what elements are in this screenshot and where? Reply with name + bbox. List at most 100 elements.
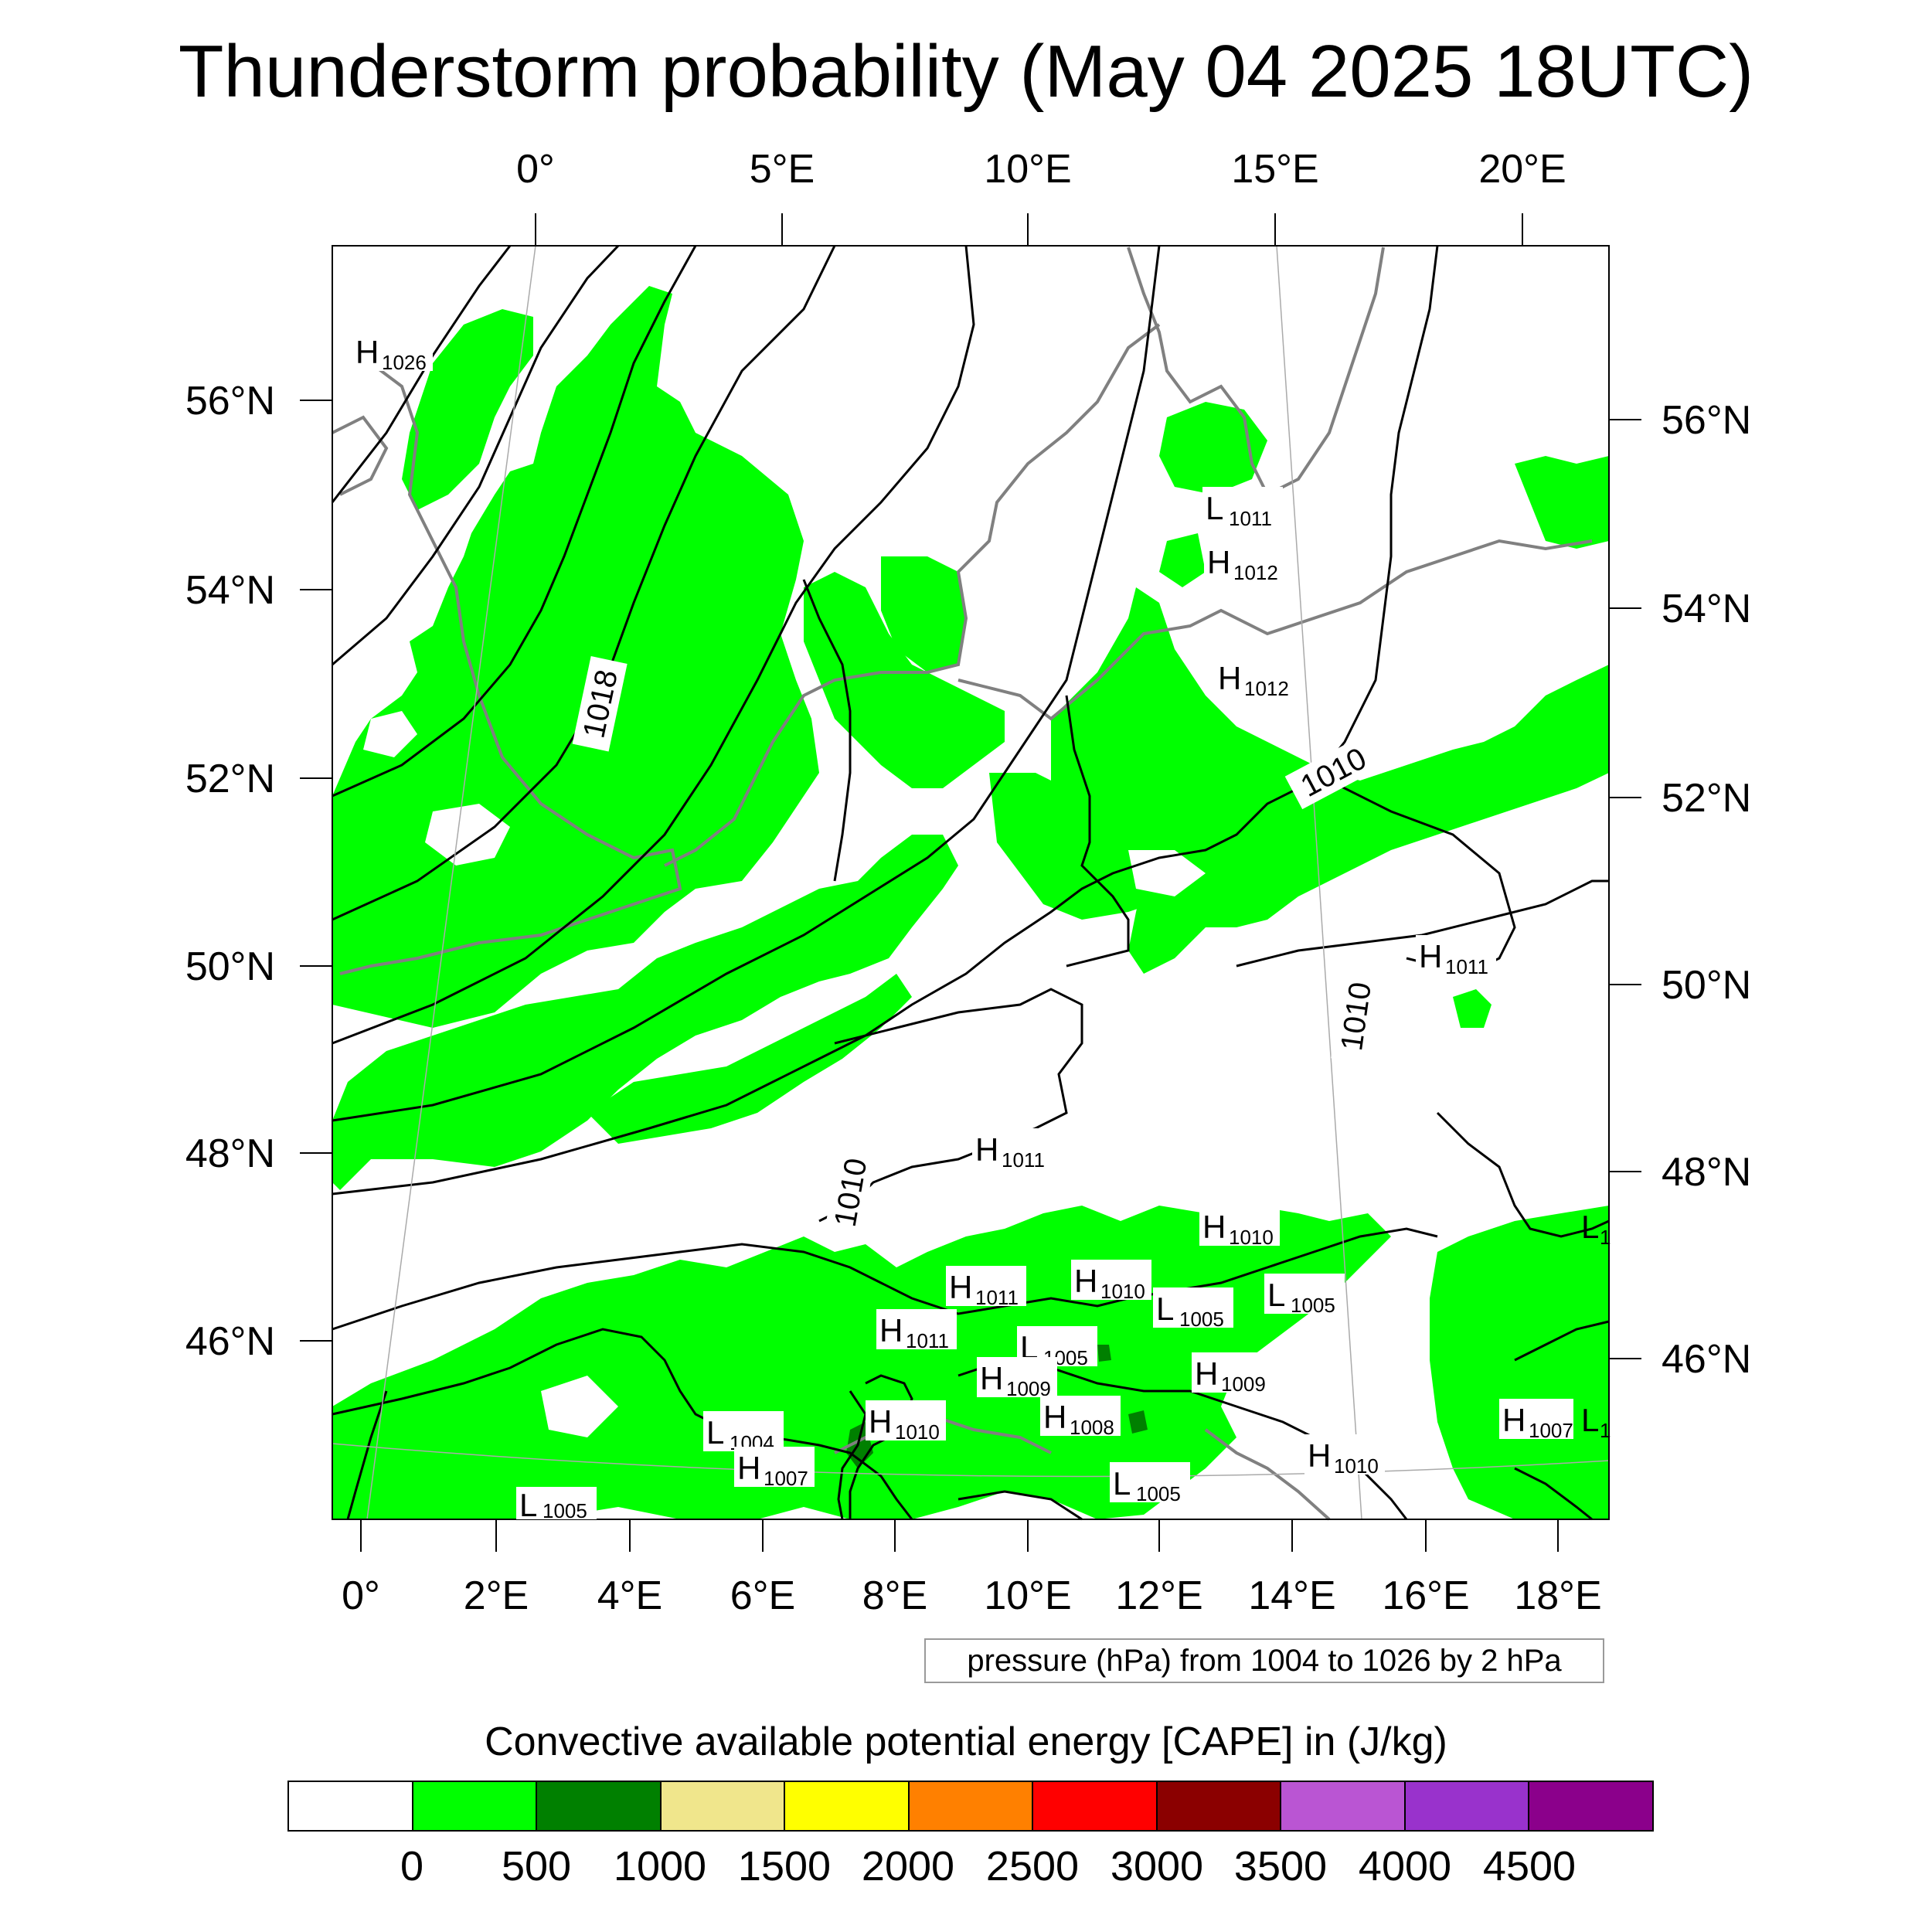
isobar-label-bg [1331, 969, 1380, 1063]
cape-hole-4 [541, 1376, 618, 1437]
cape-dark-spot-2 [1128, 1410, 1148, 1434]
pressure-center-bg [1110, 1462, 1190, 1502]
coast-britain [339, 362, 682, 975]
pressure-center-bg [703, 1411, 784, 1451]
meridian-0 [366, 245, 536, 1520]
legend-swatch [785, 1782, 910, 1830]
left-axis-label: 52°N [185, 757, 275, 801]
right-axis-label: 50°N [1662, 963, 1751, 1008]
pressure-center-value: 1005 [1136, 1482, 1181, 1505]
pressure-center: H 1008 [1040, 1396, 1121, 1439]
pressure-center-type: H [980, 1360, 1003, 1396]
isobar-9 [1065, 695, 1130, 968]
isobar-19 [957, 1490, 1083, 1521]
pressure-center-value: 1005 [1179, 1308, 1224, 1331]
pressure-center-bg [1192, 1352, 1272, 1393]
pressure-note: pressure (hPa) from 1004 to 1026 by 2 hP… [924, 1638, 1604, 1683]
left-axis-label: 46°N [185, 1319, 275, 1364]
bottom-axis-label: 2°E [464, 1573, 529, 1618]
pressure-center: L 1011 [1202, 487, 1283, 530]
pressure-center-type: H [1202, 1209, 1226, 1245]
isobar-label-bg [572, 656, 628, 752]
axis-ticks [300, 213, 1641, 1552]
pressure-center: H 1010 [1304, 1434, 1385, 1478]
pressure-center-value: 1011 [906, 1329, 949, 1352]
bottom-axis-label: 6°E [730, 1573, 795, 1618]
top-axis-label: 5°E [750, 147, 815, 192]
cape-region-france-north [587, 974, 912, 1144]
isobar-7 [332, 245, 1439, 1196]
bottom-axis-label: 16°E [1382, 1573, 1469, 1618]
pressure-center: H 1010 [1199, 1206, 1280, 1249]
pressure-center: H 1012 [1204, 541, 1284, 584]
pressure-center: H 1007 [734, 1447, 815, 1490]
isobar-4 [332, 245, 836, 921]
top-axis-label: 10°E [984, 147, 1071, 192]
pressure-center-value: 1010 [895, 1420, 940, 1444]
coast-ireland [332, 415, 389, 496]
pressure-center: H 1007 [1499, 1399, 1573, 1442]
legend-swatch [1529, 1782, 1653, 1830]
cape-region-balkans [1430, 1206, 1609, 1519]
isobar-21 [1514, 1467, 1593, 1521]
bottom-axis-label: 12°E [1115, 1573, 1202, 1618]
cape-region-isle [1159, 533, 1206, 587]
pressure-center-bg [516, 1487, 597, 1519]
right-axis-label: 52°N [1662, 776, 1751, 821]
pressure-center: H 1009 [977, 1357, 1057, 1400]
legend-swatch [909, 1782, 1034, 1830]
coastlines [332, 247, 1593, 1521]
coast-baltic-south [957, 539, 1593, 721]
right-axis-label: 54°N [1662, 587, 1751, 631]
right-axis-labels: 56°N 54°N 52°N 50°N 48°N 46°N [1662, 398, 1751, 1382]
legend-swatch [289, 1782, 413, 1830]
left-axis-label: 54°N [185, 568, 275, 613]
isobar-11 [818, 988, 1083, 1223]
legend-tick-label: 3500 [1233, 1843, 1328, 1889]
pressure-center-value: 1010 [1229, 1226, 1274, 1249]
legend-swatch [413, 1782, 538, 1830]
isobar-13 [1436, 1111, 1610, 1238]
pressure-center-value: 1007 [764, 1467, 808, 1490]
pressure-center-type: L [706, 1414, 724, 1451]
coast-adriatic [1204, 1428, 1331, 1521]
legend-swatch [1033, 1782, 1158, 1830]
pressure-center-type: L [1020, 1329, 1038, 1366]
pressure-center-bg [352, 331, 433, 371]
isobar-2 [332, 244, 620, 666]
pressure-center: L 1005 [1153, 1287, 1233, 1331]
pressure-center-bg [1071, 1260, 1151, 1300]
legend-tick-label: 2000 [861, 1843, 955, 1889]
isobar-15 [332, 1328, 913, 1520]
pressure-center-value: 1010 [1100, 1280, 1145, 1303]
pressure-center-value: 1008 [1070, 1416, 1114, 1439]
pressure-center-bg [1153, 1287, 1233, 1328]
top-axis-label: 15°E [1231, 147, 1318, 192]
pressure-center-type: H [1218, 660, 1241, 696]
pressure-center: H 1011 [1416, 935, 1496, 978]
bottom-axis-label: 14°E [1248, 1573, 1335, 1618]
bottom-axis-label: 0° [342, 1573, 380, 1618]
isobar-5 [332, 245, 975, 1045]
legend-tick-label: 4500 [1482, 1843, 1577, 1889]
coast-scandinavia [1127, 247, 1385, 497]
pressure-center-type: H [879, 1312, 903, 1349]
map-frame [332, 245, 1610, 1520]
pressure-center-value: 1009 [1221, 1372, 1266, 1396]
left-axis-label: 48°N [185, 1131, 275, 1176]
pressure-center-bg [946, 1266, 1026, 1306]
right-axis-label: 56°N [1662, 398, 1751, 443]
pressure-center-value: 1011 [1002, 1148, 1045, 1172]
isobar-3 [332, 245, 697, 798]
pressure-center-type: H [737, 1450, 760, 1486]
meridian-15 [1276, 245, 1362, 1520]
pressure-center-value: 1012 [1244, 677, 1289, 700]
pressure-center-bg [972, 1128, 1053, 1168]
pressure-center-type: L [1581, 1209, 1599, 1245]
legend-title: Convective available potential energy [C… [485, 1719, 1447, 1764]
pressure-center-bg [977, 1357, 1057, 1397]
bottom-axis-label: 18°E [1514, 1573, 1601, 1618]
legend-swatch [1157, 1782, 1282, 1830]
pressure-center: H 1012 [1215, 657, 1295, 700]
